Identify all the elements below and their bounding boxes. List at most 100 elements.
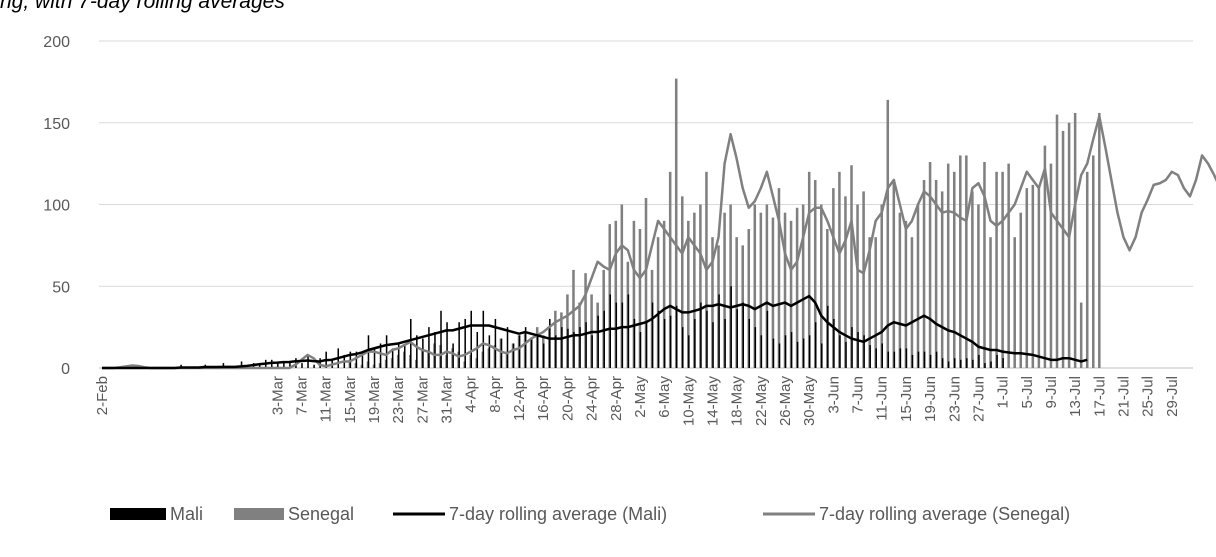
legend-label: Mali	[170, 504, 203, 524]
bar-mali	[754, 327, 757, 368]
x-tick-label: 5-Jul	[1019, 376, 1036, 409]
bar-senegal	[1037, 188, 1041, 368]
bar-mali	[742, 302, 744, 368]
bar-senegal	[940, 191, 944, 368]
bar-senegal	[1092, 155, 1095, 368]
bar-senegal	[723, 212, 726, 368]
x-tick-label: 8-Apr	[487, 376, 504, 413]
bar-mali	[307, 356, 309, 368]
bar-senegal	[711, 237, 714, 368]
bar-senegal	[614, 220, 618, 368]
bar-senegal	[965, 155, 968, 368]
bar-senegal	[916, 204, 920, 368]
bar-mali	[790, 332, 793, 368]
bar-senegal	[699, 204, 702, 368]
bar-senegal	[747, 229, 751, 368]
bar-mali	[917, 351, 920, 368]
bar-mali	[784, 335, 787, 368]
bar-senegal	[638, 229, 642, 368]
bar-senegal	[1085, 171, 1089, 368]
bar-mali	[657, 310, 660, 368]
bar-mali	[500, 338, 503, 368]
bar-senegal	[977, 204, 980, 368]
bar-mali	[766, 310, 769, 368]
bar-senegal	[584, 273, 587, 368]
bar-mali	[397, 343, 400, 368]
bar-mali	[573, 332, 575, 368]
y-tick-label: 200	[43, 34, 70, 51]
bar-mali	[796, 341, 799, 368]
bar-senegal	[892, 179, 896, 368]
bar-mali	[827, 305, 829, 368]
bar-mali	[663, 318, 666, 368]
bar-mali	[984, 363, 986, 368]
bar-mali	[512, 343, 515, 368]
y-tick-label: 100	[43, 198, 70, 215]
bar-mali	[518, 335, 521, 368]
x-tick-label: 18-May	[729, 376, 746, 427]
bar-mali	[718, 294, 720, 368]
bar-mali	[893, 351, 896, 368]
y-tick-label: 50	[52, 279, 70, 296]
bar-senegal	[662, 220, 666, 368]
x-tick-label: 15-Jun	[898, 376, 915, 422]
bar-mali	[923, 351, 926, 368]
bar-mali	[355, 351, 358, 368]
bar-senegal	[898, 212, 902, 368]
bar-senegal	[777, 188, 781, 368]
x-tick-label: 25-Jul	[1140, 376, 1157, 417]
bar-senegal	[904, 220, 908, 368]
bar-mali	[833, 318, 835, 368]
bar-senegal	[656, 237, 660, 368]
bar-mali	[579, 327, 581, 368]
bar-senegal	[1055, 114, 1059, 368]
bar-mali	[482, 310, 485, 368]
bar-mali	[609, 294, 612, 368]
bar-mali	[289, 361, 291, 368]
bar-senegal	[693, 212, 696, 368]
bar-senegal	[844, 196, 847, 368]
x-tick-label: 30-May	[801, 376, 818, 427]
bar-mali	[440, 310, 442, 368]
x-tick-label: 3-Mar	[269, 376, 286, 415]
legend-swatch	[234, 508, 284, 520]
bar-mali	[724, 318, 726, 368]
bar-mali	[240, 361, 243, 368]
x-tick-label: 24-Apr	[584, 376, 601, 421]
x-tick-label: 26-May	[777, 376, 794, 427]
bar-mali	[319, 358, 321, 368]
bar-mali	[966, 358, 968, 368]
bar-senegal	[886, 99, 890, 369]
bar-mali	[978, 354, 980, 368]
x-tick-label: 19-Mar	[366, 376, 383, 424]
bar-mali	[839, 335, 841, 368]
bar-senegal	[807, 171, 811, 368]
y-tick-label: 150	[43, 116, 70, 133]
bar-mali	[464, 318, 466, 368]
bar-mali	[301, 363, 303, 368]
x-tick-label: 11-Mar	[318, 376, 335, 422]
legend-swatch	[110, 508, 166, 520]
y-tick-label: 0	[61, 361, 70, 378]
bar-mali	[591, 335, 593, 368]
bar-senegal	[1001, 171, 1004, 368]
x-tick-label: 6-May	[656, 376, 673, 418]
bar-mali	[960, 359, 962, 368]
bar-mali	[911, 354, 914, 368]
x-tick-label: 22-May	[753, 376, 770, 427]
bar-mali	[675, 305, 678, 368]
bar-mali	[935, 351, 938, 368]
x-tick-label: 2-May	[632, 376, 649, 418]
bar-senegal	[644, 197, 648, 368]
bar-senegal	[783, 212, 787, 368]
bar-mali	[712, 322, 714, 368]
bar-mali	[760, 335, 763, 368]
bar-mali	[905, 348, 908, 368]
bar-senegal	[1019, 212, 1023, 368]
x-tick-label: 1-Jul	[995, 376, 1012, 409]
bar-mali	[524, 327, 527, 368]
bar-mali	[222, 363, 225, 368]
x-tick-label: 27-Mar	[414, 376, 431, 424]
bar-senegal	[989, 237, 992, 368]
bar-mali	[1002, 358, 1004, 368]
